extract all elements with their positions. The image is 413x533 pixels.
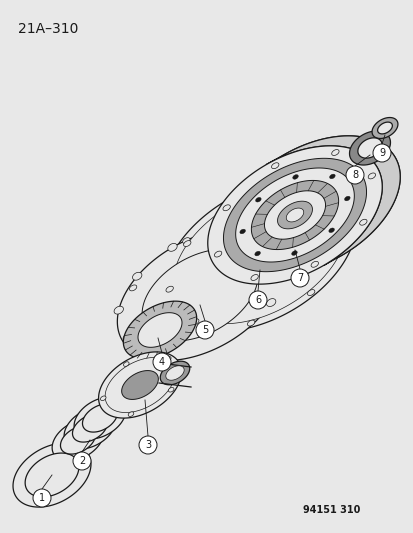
Polygon shape	[359, 219, 366, 225]
Text: 6: 6	[254, 295, 261, 305]
Text: 2: 2	[79, 456, 85, 466]
Polygon shape	[223, 158, 366, 272]
Polygon shape	[138, 313, 182, 348]
Polygon shape	[266, 298, 275, 306]
Polygon shape	[210, 227, 219, 235]
Text: 1: 1	[39, 493, 45, 503]
Text: 3: 3	[145, 440, 151, 450]
Polygon shape	[367, 173, 375, 179]
Polygon shape	[331, 150, 338, 156]
Polygon shape	[25, 453, 78, 497]
Polygon shape	[249, 228, 258, 236]
Polygon shape	[123, 334, 130, 340]
Polygon shape	[276, 255, 285, 263]
Polygon shape	[182, 238, 190, 244]
Polygon shape	[173, 187, 346, 324]
Polygon shape	[371, 117, 397, 139]
Polygon shape	[132, 272, 142, 280]
Circle shape	[372, 144, 390, 162]
Circle shape	[248, 291, 266, 309]
Polygon shape	[349, 131, 389, 165]
Polygon shape	[82, 404, 117, 432]
Polygon shape	[247, 320, 254, 326]
Text: 9: 9	[378, 148, 384, 158]
Polygon shape	[121, 370, 158, 399]
Polygon shape	[64, 407, 116, 449]
Polygon shape	[285, 208, 303, 222]
Polygon shape	[271, 163, 278, 168]
Text: 7: 7	[296, 273, 302, 283]
Polygon shape	[255, 197, 261, 202]
Polygon shape	[307, 289, 314, 295]
Circle shape	[290, 269, 308, 287]
Polygon shape	[117, 230, 282, 360]
Circle shape	[73, 452, 91, 470]
Polygon shape	[254, 251, 260, 256]
Polygon shape	[292, 175, 298, 179]
Polygon shape	[52, 419, 104, 461]
Polygon shape	[233, 196, 241, 202]
Polygon shape	[123, 301, 196, 359]
Polygon shape	[123, 362, 129, 366]
Circle shape	[153, 353, 171, 371]
Polygon shape	[114, 306, 123, 314]
Polygon shape	[295, 180, 302, 186]
Polygon shape	[264, 191, 325, 239]
Polygon shape	[98, 352, 181, 418]
Polygon shape	[377, 122, 392, 134]
Polygon shape	[72, 414, 107, 442]
Polygon shape	[207, 146, 381, 284]
Polygon shape	[251, 181, 338, 249]
Polygon shape	[166, 286, 173, 292]
Polygon shape	[329, 174, 335, 179]
Polygon shape	[266, 136, 399, 265]
Polygon shape	[225, 136, 399, 274]
Polygon shape	[357, 138, 381, 158]
Polygon shape	[250, 274, 258, 280]
Polygon shape	[13, 443, 91, 507]
Polygon shape	[223, 205, 230, 211]
Circle shape	[345, 166, 363, 184]
Polygon shape	[344, 196, 349, 201]
Polygon shape	[183, 240, 190, 246]
Circle shape	[195, 321, 214, 339]
Polygon shape	[163, 179, 356, 332]
Polygon shape	[100, 396, 106, 400]
Polygon shape	[74, 397, 126, 439]
Polygon shape	[166, 366, 184, 380]
Polygon shape	[105, 358, 174, 413]
Polygon shape	[142, 249, 257, 341]
Text: 8: 8	[351, 170, 357, 180]
Polygon shape	[191, 319, 198, 325]
Polygon shape	[343, 241, 350, 247]
Polygon shape	[277, 201, 312, 229]
Text: 4: 4	[159, 357, 165, 367]
Text: 21A–310: 21A–310	[18, 22, 78, 36]
Polygon shape	[214, 251, 221, 257]
Polygon shape	[60, 426, 95, 454]
Polygon shape	[310, 261, 318, 267]
Circle shape	[139, 436, 157, 454]
Polygon shape	[328, 228, 334, 232]
Text: 94151 310: 94151 310	[302, 505, 359, 515]
Polygon shape	[239, 229, 245, 234]
Polygon shape	[160, 361, 189, 385]
Polygon shape	[168, 387, 173, 392]
Polygon shape	[167, 244, 177, 251]
Circle shape	[33, 489, 51, 507]
Polygon shape	[129, 285, 136, 291]
Text: 5: 5	[202, 325, 208, 335]
Polygon shape	[246, 233, 254, 239]
Polygon shape	[291, 251, 297, 255]
Polygon shape	[165, 357, 171, 361]
Polygon shape	[235, 168, 354, 262]
Polygon shape	[338, 198, 345, 204]
Polygon shape	[128, 412, 133, 416]
